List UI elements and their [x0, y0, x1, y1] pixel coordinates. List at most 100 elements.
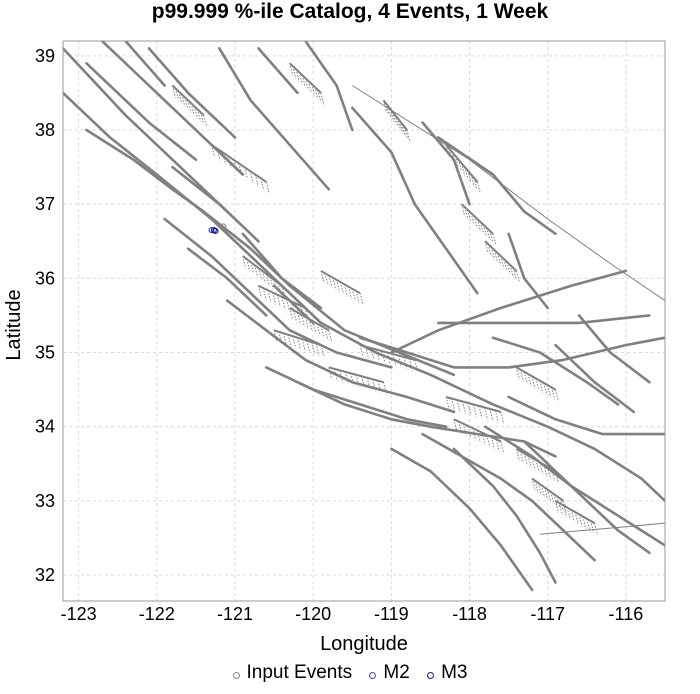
- zone-hatch: [184, 97, 189, 110]
- hatched-zone: [453, 418, 505, 454]
- fault-trace: [522, 440, 651, 555]
- zone-hatch: [267, 290, 272, 303]
- zone-hatch: [464, 166, 469, 180]
- zone-hatch: [458, 159, 463, 172]
- boundary-line: [352, 85, 665, 302]
- zone-hatch: [456, 399, 461, 413]
- zone-hatch: [487, 244, 492, 257]
- zone-hatch: [523, 371, 528, 384]
- legend-label-m2: M2: [383, 662, 410, 683]
- zone-hatch: [332, 277, 337, 290]
- zone-hatch: [320, 270, 325, 284]
- zone-hatch: [276, 294, 281, 307]
- zone-edge: [359, 344, 416, 361]
- zone-hatch: [304, 316, 309, 330]
- zone-hatch: [386, 352, 391, 365]
- zone-hatch: [311, 83, 316, 97]
- zone-hatch: [227, 155, 232, 169]
- zone-hatch: [304, 77, 309, 91]
- zone-hatch: [298, 72, 303, 85]
- zone-hatch: [242, 255, 247, 269]
- zone-hatch: [311, 342, 316, 355]
- legend-item-m2: M2: [369, 662, 410, 684]
- zone-hatch: [476, 430, 481, 443]
- zone-hatch: [257, 285, 262, 298]
- hatched-zone: [461, 203, 497, 246]
- event-marker: [220, 223, 227, 230]
- zone-edge: [382, 99, 408, 131]
- zone-hatch: [467, 170, 472, 183]
- y-tick-label: 37: [35, 194, 55, 214]
- fault-map-chart: -123 -122 -121 -120 -119 -118 -117 -116 3233343…: [3, 40, 666, 655]
- zone-hatch: [292, 336, 297, 349]
- zone-hatch: [476, 181, 481, 195]
- hatched-zone: [515, 448, 560, 484]
- zone-hatch: [590, 520, 595, 534]
- zone-hatch: [249, 170, 254, 183]
- hatched-zone: [242, 255, 286, 298]
- zone-hatch: [250, 261, 255, 275]
- zone-hatch: [544, 487, 549, 500]
- m2-marker-icon: [369, 672, 377, 679]
- fault-trace: [241, 232, 323, 310]
- zone-hatch: [467, 209, 472, 223]
- zone-hatch: [359, 344, 364, 358]
- zone-hatch: [483, 407, 488, 420]
- m3-marker-icon: [427, 672, 435, 679]
- zone-hatch: [232, 159, 237, 172]
- zone-hatch: [397, 118, 402, 131]
- zone-hatch: [531, 376, 536, 389]
- zone-hatch: [489, 230, 494, 244]
- fault-trace: [163, 217, 393, 369]
- zone-hatch: [200, 112, 205, 125]
- zone-hatch: [376, 349, 380, 362]
- zone-hatch: [178, 91, 183, 104]
- input-events-marker-icon: [232, 672, 240, 679]
- zone-hatch: [289, 63, 294, 76]
- fault-trace: [304, 41, 354, 132]
- zone-hatch: [286, 298, 291, 312]
- zone-hatch: [196, 109, 201, 122]
- zone-hatch: [355, 374, 360, 387]
- zone-hatch: [254, 264, 259, 278]
- zone-hatch: [503, 258, 508, 272]
- zone-hatch: [483, 224, 488, 238]
- zone-hatch: [551, 387, 556, 400]
- zone-hatch: [535, 459, 540, 473]
- zone-hatch: [472, 404, 477, 417]
- y-tick-label: 33: [35, 491, 55, 511]
- zone-hatch: [287, 334, 292, 347]
- chart-title: p99.999 %-ile Catalog, 4 Events, 1 Week: [151, 0, 549, 23]
- zone-hatch: [355, 290, 360, 304]
- zone-hatch: [328, 275, 333, 288]
- zone-hatch: [315, 343, 320, 356]
- zone-hatch: [484, 241, 489, 254]
- zone-hatch: [489, 408, 494, 422]
- zone-hatch: [555, 471, 560, 484]
- zone-hatch: [238, 163, 243, 176]
- zone-hatch: [273, 279, 278, 292]
- zone-hatch: [543, 464, 548, 477]
- fault-trace: [452, 447, 557, 584]
- legend: Input Events M2 M3: [0, 662, 700, 685]
- hatched-zone: [320, 270, 364, 306]
- fault-trace: [491, 336, 620, 406]
- zone-hatch: [490, 436, 495, 450]
- zone-hatch: [328, 367, 333, 380]
- y-tick-label: 35: [35, 343, 55, 363]
- zone-hatch: [281, 296, 286, 310]
- x-tick-labels: -123 -122 -121 -120 -119 -118 -117 -116: [61, 604, 644, 624]
- boundary-lines: [352, 85, 665, 535]
- fault-trace: [257, 47, 299, 95]
- zone-hatch: [550, 491, 555, 505]
- zone-hatch: [385, 103, 390, 116]
- zone-hatch: [344, 371, 349, 384]
- x-tick-label: -116: [609, 604, 644, 624]
- y-tick-label: 39: [35, 46, 55, 66]
- zone-hatch: [399, 120, 404, 134]
- zone-hatch: [473, 178, 478, 191]
- zone-hatch: [328, 330, 333, 343]
- zone-hatch: [246, 258, 251, 272]
- zone-hatch: [377, 380, 382, 393]
- legend-label-m3: M3: [441, 662, 468, 683]
